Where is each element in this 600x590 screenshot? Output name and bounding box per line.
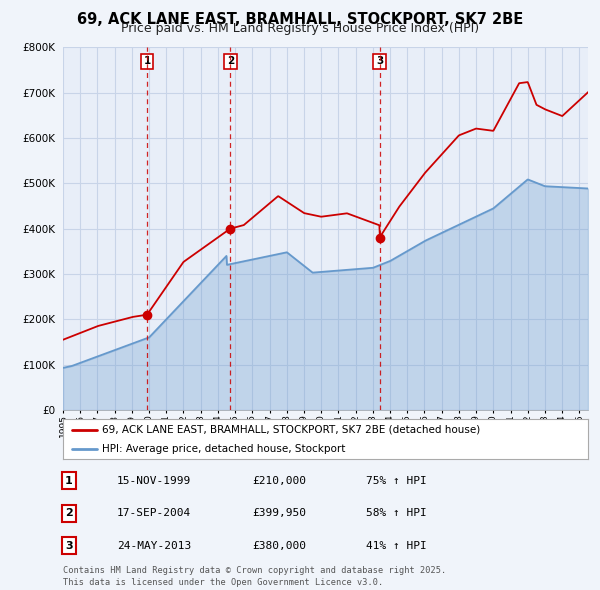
Text: 2: 2 [227, 56, 234, 66]
Text: 3: 3 [65, 541, 73, 550]
Text: HPI: Average price, detached house, Stockport: HPI: Average price, detached house, Stoc… [103, 444, 346, 454]
Text: Price paid vs. HM Land Registry's House Price Index (HPI): Price paid vs. HM Land Registry's House … [121, 22, 479, 35]
Text: 1: 1 [143, 56, 151, 66]
Text: 1: 1 [65, 476, 73, 486]
Text: 69, ACK LANE EAST, BRAMHALL, STOCKPORT, SK7 2BE (detached house): 69, ACK LANE EAST, BRAMHALL, STOCKPORT, … [103, 425, 481, 435]
Text: 69, ACK LANE EAST, BRAMHALL, STOCKPORT, SK7 2BE: 69, ACK LANE EAST, BRAMHALL, STOCKPORT, … [77, 12, 523, 27]
Text: 75% ↑ HPI: 75% ↑ HPI [366, 476, 427, 486]
Text: Contains HM Land Registry data © Crown copyright and database right 2025.
This d: Contains HM Land Registry data © Crown c… [63, 566, 446, 587]
Text: 2: 2 [65, 509, 73, 518]
Text: 3: 3 [376, 56, 383, 66]
Text: 58% ↑ HPI: 58% ↑ HPI [366, 509, 427, 518]
Text: 15-NOV-1999: 15-NOV-1999 [117, 476, 191, 486]
Text: £210,000: £210,000 [252, 476, 306, 486]
Text: 41% ↑ HPI: 41% ↑ HPI [366, 541, 427, 550]
Text: £399,950: £399,950 [252, 509, 306, 518]
Text: £380,000: £380,000 [252, 541, 306, 550]
Text: 17-SEP-2004: 17-SEP-2004 [117, 509, 191, 518]
Text: 24-MAY-2013: 24-MAY-2013 [117, 541, 191, 550]
